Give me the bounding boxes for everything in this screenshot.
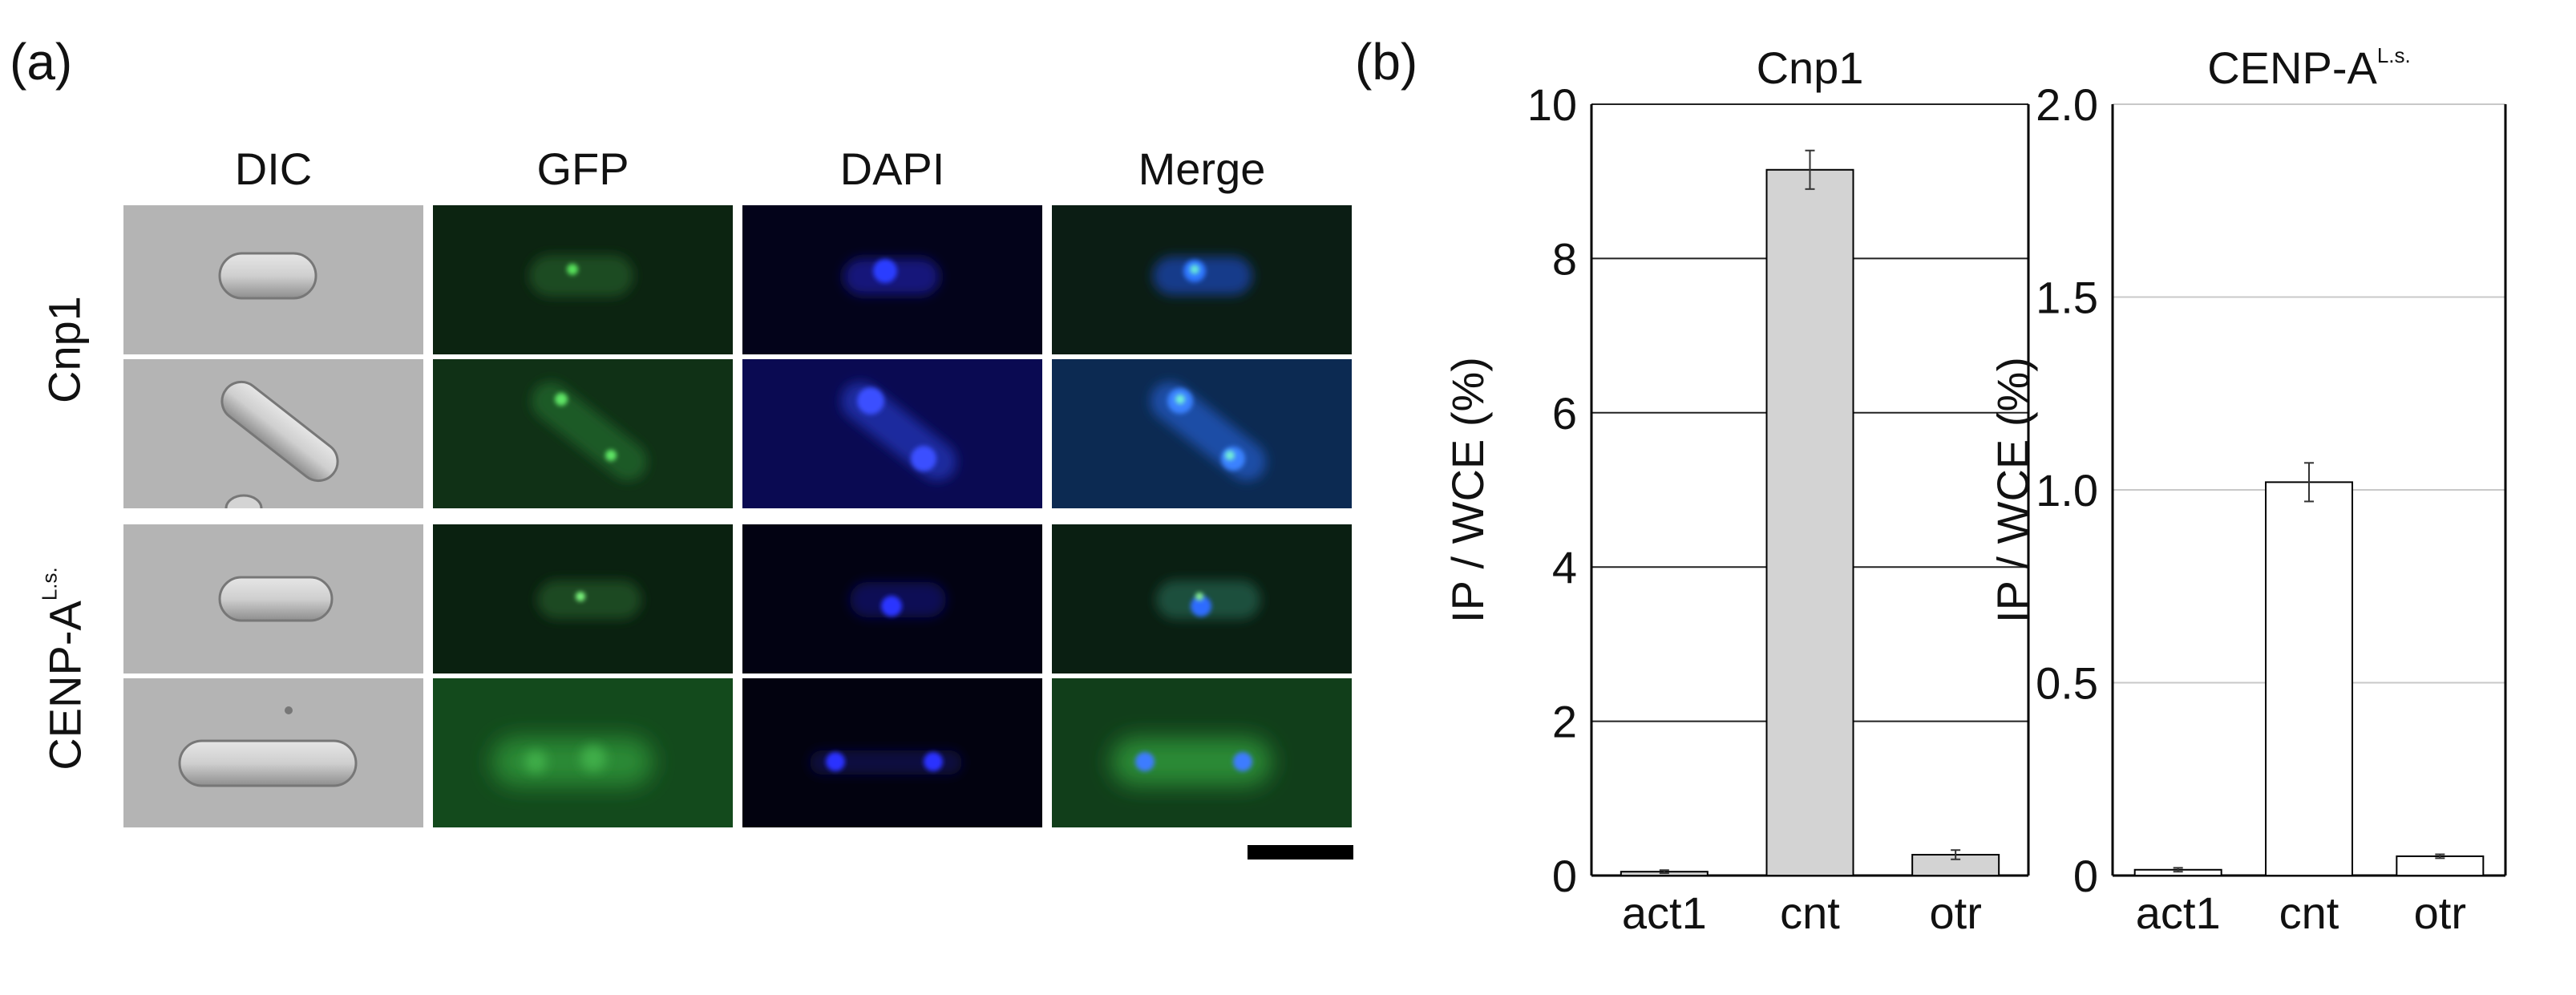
y-axis-label: IP / WCE (%) (1996, 357, 2038, 623)
micrograph-cnp1-cell2-merge (1052, 359, 1352, 508)
row-label-cenp-a: CENP-AL.s. (37, 567, 91, 771)
micrograph-cenpa-cell1-dic (123, 524, 423, 673)
x-tick-label: otr (1929, 888, 1981, 938)
micrograph-cenpa-cell2-dapi (742, 678, 1042, 827)
y-axis-label: IP / WCE (%) (1442, 357, 1493, 623)
column-header-gfp: GFP (536, 144, 629, 194)
chart-title: CENP-AL.s. (2207, 42, 2411, 93)
x-tick-label: act1 (2136, 888, 2221, 938)
x-tick-label: act1 (1622, 888, 1707, 938)
micrograph-cenpa-cell1-merge (1052, 524, 1352, 673)
bar-cnt (1765, 168, 1854, 876)
micrograph-cenpa-cell2-dic (123, 678, 423, 827)
y-tick-label: 0 (1552, 851, 1577, 901)
column-header-merge: Merge (1138, 144, 1266, 194)
y-tick-label: 6 (1552, 388, 1577, 439)
micrograph-cnp1-cell1-gfp (433, 205, 733, 354)
micrograph-cenpa-cell2-merge (1052, 678, 1352, 827)
panel-b-letter: (b) (1355, 33, 1418, 91)
y-tick-label: 2.0 (2036, 79, 2098, 130)
y-tick-label: 2 (1552, 697, 1577, 747)
row-label-cnp1: Cnp1 (38, 296, 90, 403)
micrograph-cenpa-cell2-gfp (433, 678, 733, 827)
y-tick-label: 1.5 (2036, 273, 2098, 323)
chart-title: Cnp1 (1757, 42, 1864, 93)
y-tick-label: 0.5 (2036, 658, 2098, 709)
x-tick-label: cnt (2279, 888, 2339, 938)
micrograph-cnp1-cell1-dic (123, 205, 423, 354)
micrograph-cnp1-cell2-dapi (742, 359, 1042, 508)
micrograph-cenpa-cell1-gfp (433, 524, 733, 673)
scale-bar (1248, 845, 1353, 860)
micrograph-cnp1-cell2-dic (123, 359, 423, 508)
x-tick-label: cnt (1780, 888, 1840, 938)
column-header-dapi: DAPI (839, 144, 945, 194)
bar-chart-cnp1: 0 2 4 6 8 10 act1 cnt otr Cnp1 IP / WCE (%) (1442, 42, 2030, 938)
micrograph-cenpa-cell1-dapi (742, 524, 1042, 673)
y-tick-label: 0 (2073, 851, 2098, 901)
y-tick-label: 1.0 (2036, 465, 2098, 516)
y-tick-label: 8 (1552, 233, 1577, 284)
micrograph-cnp1-cell2-gfp (433, 359, 733, 508)
bar-otr (2396, 855, 2485, 876)
panel-a-letter: (a) (10, 33, 73, 91)
bar-cnt (2265, 481, 2353, 876)
micrograph-cnp1-cell1-dapi (742, 205, 1042, 354)
bar-chart-cenp-a: 0 0.5 1.0 1.5 2.0 act1 cnt otr CENP-AL.s. IP / WC… (1996, 42, 2507, 938)
x-tick-label: otr (2414, 888, 2466, 938)
y-tick-label: 4 (1552, 542, 1577, 593)
micrograph-cnp1-cell1-merge (1052, 205, 1352, 354)
column-header-dic: DIC (234, 144, 313, 194)
y-tick-label: 10 (1527, 79, 1577, 130)
